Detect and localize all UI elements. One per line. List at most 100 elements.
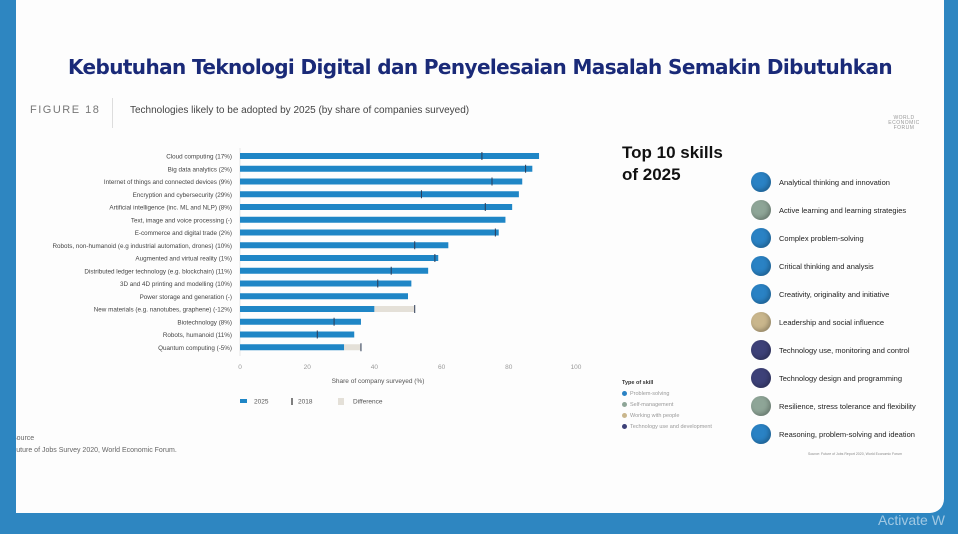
category-label: Robots, non-humanoid (e.g industrial aut… — [52, 243, 232, 250]
category-label: Biotechnology (8%) — [177, 319, 232, 326]
skill-label: Critical thinking and analysis — [779, 261, 874, 271]
skill-item: Creativity, originality and initiative — [751, 280, 916, 308]
skill-legend-item: Working with people — [622, 411, 712, 422]
skill-problem-solving-icon — [751, 172, 771, 192]
bar-2025 — [240, 331, 355, 338]
skill-legend-item: Self-management — [622, 400, 712, 411]
skill-label: Analytical thinking and innovation — [779, 177, 890, 187]
category-label: E-commerce and digital trade (2%) — [135, 230, 232, 237]
activate-windows-watermark: Activate W — [878, 512, 945, 528]
bar-2025 — [240, 255, 439, 261]
bar-2025 — [240, 153, 540, 159]
legend-dot-icon — [622, 424, 627, 430]
skill-problem-solving-icon — [751, 284, 771, 304]
skill-self-management-icon — [751, 200, 771, 220]
skill-legend-label: Problem-solving — [630, 391, 670, 397]
skill-problem-solving-icon — [751, 256, 771, 276]
figure-title: Technologies likely to be adopted by 202… — [130, 105, 470, 116]
x-tick-label: 60 — [438, 364, 446, 371]
skill-technology-icon — [751, 340, 771, 360]
source-heading: Source — [16, 435, 35, 442]
skill-item: Active learning and learning strategies — [751, 196, 916, 224]
bar-2025 — [240, 216, 506, 223]
x-axis-label: Share of company surveyed (%) — [332, 378, 425, 385]
skill-item: Technology use, monitoring and control — [751, 336, 916, 364]
bar-2025 — [240, 178, 523, 185]
figure-source: Source Future of Jobs Survey 2020, World… — [16, 433, 177, 457]
skill-problem-solving-icon — [751, 424, 771, 444]
bar-2025 — [240, 165, 533, 172]
skill-legend-label: Technology use and development — [630, 424, 712, 430]
skill-legend-item: Problem-solving — [622, 389, 712, 400]
slide-title: Kebutuhan Teknologi Digital dan Penyeles… — [67, 55, 893, 79]
source-text: Future of Jobs Survey 2020, World Econom… — [16, 447, 177, 454]
skills-title-line1: Top 10 skills — [622, 143, 723, 162]
category-label: Distributed ledger technology (e.g. bloc… — [84, 268, 232, 275]
bar-2025 — [240, 267, 429, 274]
skill-item: Technology design and programming — [751, 364, 916, 392]
legend-swatch-difference — [338, 398, 344, 405]
slide: Kebutuhan Teknologi Digital dan Penyeles… — [16, 0, 944, 513]
skill-self-management-icon — [751, 396, 771, 416]
bar-2025 — [240, 204, 513, 210]
skill-legend-item: Technology use and development — [622, 422, 712, 433]
category-label: New materials (e.g. nanotubes, graphene)… — [94, 307, 232, 314]
figure-divider — [112, 98, 113, 128]
skill-item: Complex problem-solving — [751, 224, 916, 252]
bar-2025 — [240, 229, 499, 236]
legend-swatch-2025 — [240, 399, 247, 403]
skill-legend-label: Working with people — [630, 413, 680, 419]
skill-label: Reasoning, problem-solving and ideation — [779, 429, 915, 439]
category-label: Robots, humanoid (11%) — [163, 332, 232, 339]
skill-legend-label: Self-management — [630, 402, 674, 408]
legend-dot-icon — [622, 413, 627, 419]
skill-label: Leadership and social influence — [779, 317, 885, 327]
wef-logo: WORLD ECONOMIC FORUM — [888, 115, 920, 131]
bar-2025 — [240, 242, 449, 249]
skill-label: Resilience, stress tolerance and flexibi… — [779, 401, 916, 411]
legend-label-difference: Difference — [353, 399, 383, 406]
category-label: Augmented and virtual reality (1%) — [135, 256, 232, 263]
x-tick-label: 20 — [304, 364, 312, 371]
skill-item: Analytical thinking and innovation — [751, 168, 916, 196]
skill-problem-solving-icon — [751, 228, 771, 248]
bar-2025 — [240, 344, 345, 351]
bar-difference — [374, 306, 415, 312]
skills-title-line2: of 2025 — [622, 165, 681, 184]
category-label: Power storage and generation (-) — [140, 294, 232, 301]
bar-difference — [344, 344, 361, 351]
bar-2025 — [240, 293, 408, 300]
bar-2025 — [240, 280, 412, 287]
x-tick-label: 0 — [238, 364, 242, 371]
category-label: 3D and 4D printing and modelling (10%) — [120, 281, 232, 288]
legend-dot-icon — [622, 391, 627, 397]
category-label: Encryption and cybersecurity (29%) — [133, 192, 232, 199]
skill-type-legend: Type of skill Problem-solving Self-manage… — [622, 378, 712, 433]
bar-2025 — [240, 191, 519, 198]
technology-adoption-chart: Cloud computing (17%) Big data analytics … — [52, 148, 582, 406]
skill-technology-icon — [751, 368, 771, 388]
skill-item: Leadership and social influence — [751, 308, 916, 336]
category-label: Internet of things and connected devices… — [104, 179, 232, 186]
category-label: Big data analytics (2%) — [168, 166, 232, 173]
bar-2025 — [240, 318, 361, 325]
skills-title: Top 10 skills of 2025 — [622, 142, 723, 186]
category-label: Quantum computing (-5%) — [158, 345, 232, 352]
bar-2025 — [240, 306, 375, 312]
x-tick-label: 80 — [505, 364, 513, 371]
legend-dot-icon — [622, 402, 627, 408]
skill-label: Technology use, monitoring and control — [779, 345, 910, 355]
skill-label: Technology design and programming — [779, 373, 902, 383]
skills-list: Analytical thinking and innovation Active… — [751, 168, 916, 448]
category-label: Artificial intelligence (inc. ML and NLP… — [109, 205, 232, 212]
skills-source: Source: Future of Jobs Report 2020, Worl… — [808, 452, 903, 456]
skill-label: Creativity, originality and initiative — [779, 289, 890, 299]
skill-label: Complex problem-solving — [779, 233, 864, 243]
legend-label-2025: 2025 — [254, 399, 269, 406]
category-label: Text, image and voice processing (-) — [131, 217, 232, 224]
skill-legend-title: Type of skill — [622, 380, 654, 386]
skill-item: Reasoning, problem-solving and ideation — [751, 420, 916, 448]
x-tick-label: 100 — [571, 364, 582, 371]
skill-working-with-people-icon — [751, 312, 771, 332]
skill-item: Critical thinking and analysis — [751, 252, 916, 280]
